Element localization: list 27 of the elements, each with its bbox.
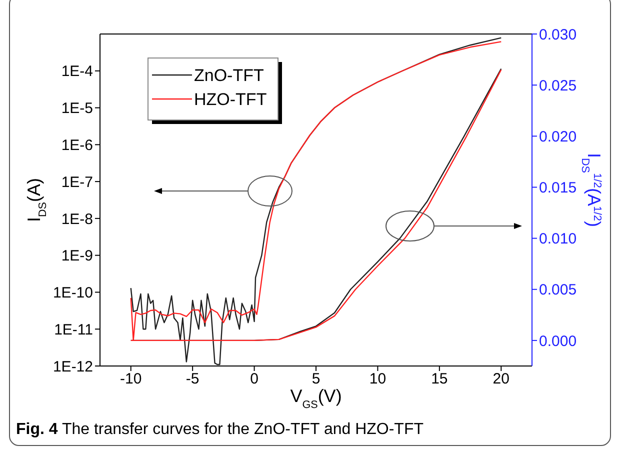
y-tick-label: 1E-4 xyxy=(61,63,93,80)
y2-tick-label: 0.020 xyxy=(539,128,577,146)
y2-tick-label: 0.030 xyxy=(539,26,577,44)
y-tick-label: 1E-6 xyxy=(61,136,93,154)
x-tick-label: 5 xyxy=(312,370,320,388)
y2-tick-label: 0.005 xyxy=(539,282,577,299)
y-tick-label: 1E-8 xyxy=(61,210,93,228)
x-tick-label: 15 xyxy=(431,370,448,388)
y2-tick-label: 0.010 xyxy=(539,230,577,248)
x-tick-label: 20 xyxy=(492,370,510,388)
y2-tick-label: 0.025 xyxy=(539,77,577,94)
y-tick-label: 1E-11 xyxy=(54,321,93,338)
x-tick-label: -5 xyxy=(186,370,200,388)
y2-tick-label: 0.015 xyxy=(539,180,577,197)
y2-tick-label: 0.000 xyxy=(539,332,577,350)
x-tick-label: -10 xyxy=(120,370,142,388)
y-tick-label: 1E-7 xyxy=(61,174,93,191)
legend-label: HZO-TFT xyxy=(194,90,267,109)
x-axis-title: V$_{GS}$(V) xyxy=(290,386,342,411)
caption: Fig. 4 The transfer curves for the ZnO-TFT and HZO-TFT xyxy=(16,421,424,438)
y-tick-label: 1E-5 xyxy=(61,100,93,118)
x-tick-label: 0 xyxy=(250,370,258,388)
y-tick-label: 1E-10 xyxy=(52,284,93,302)
y-tick-label: 1E-12 xyxy=(52,358,93,376)
x-tick-label: 10 xyxy=(369,370,386,388)
legend-label: ZnO-TFT xyxy=(194,66,264,85)
y-tick-label: 1E-9 xyxy=(61,248,93,265)
